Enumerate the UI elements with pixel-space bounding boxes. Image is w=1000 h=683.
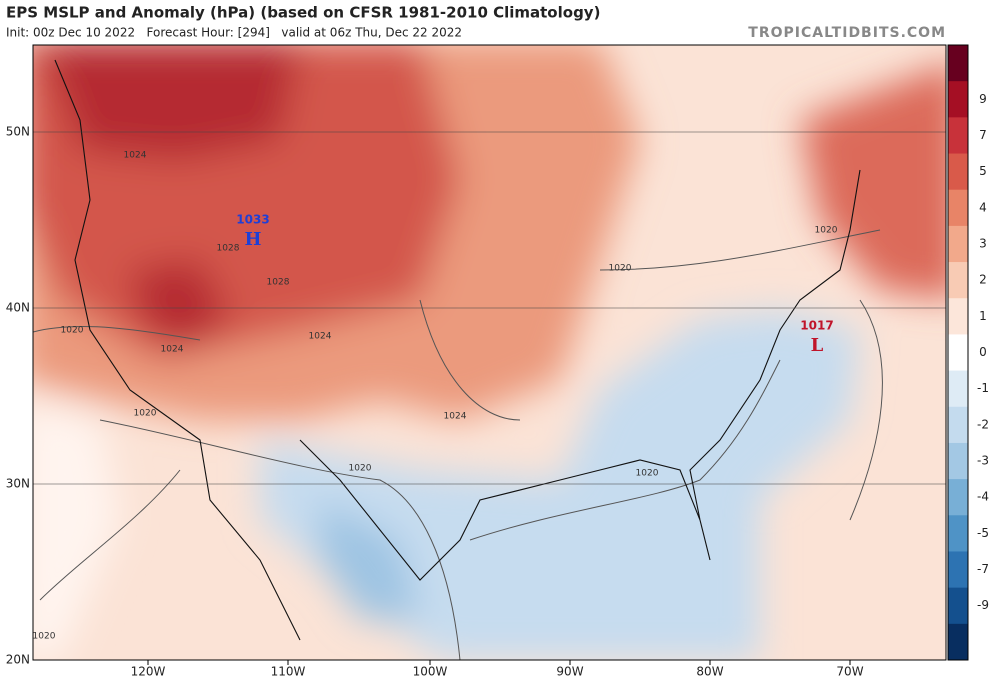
- colorbar-swatch: [948, 45, 968, 82]
- colorbar-label: -2: [977, 417, 989, 431]
- colorbar-swatch: [948, 153, 968, 191]
- lon-label: 90W: [556, 665, 583, 679]
- colorbar-swatch: [948, 442, 968, 480]
- contour-label: 1020: [636, 469, 659, 479]
- lon-label: 100W: [413, 665, 448, 679]
- contour-label: 1024: [124, 151, 147, 161]
- colorbar-swatch: [948, 225, 968, 263]
- map: [33, 45, 946, 660]
- colorbar-label: 4: [979, 200, 987, 214]
- contour-label: 1024: [444, 412, 467, 422]
- subtitle: Init: 00z Dec 10 2022 Forecast Hour: [29…: [6, 26, 462, 40]
- map-frame: [32, 44, 947, 661]
- colorbar-swatch: [948, 81, 968, 118]
- contour-label: 1020: [134, 409, 157, 419]
- contour-label: 1024: [161, 345, 184, 355]
- center-symbol: L: [811, 335, 824, 356]
- lat-label: 20N: [6, 653, 30, 667]
- colorbar-label: 1: [979, 309, 987, 323]
- colorbar-label: 3: [979, 236, 987, 250]
- colorbar-label: 7: [979, 128, 987, 142]
- colorbar-swatch: [948, 406, 968, 444]
- colorbar-label: 0: [979, 345, 987, 359]
- lon-label: 120W: [131, 665, 166, 679]
- center-symbol: H: [244, 229, 261, 250]
- lat-label: 30N: [6, 477, 30, 491]
- colorbar-swatch: [948, 479, 968, 516]
- colorbar-swatch: [948, 298, 968, 335]
- contour-label: 1020: [349, 464, 372, 474]
- colorbar-label: -5: [977, 526, 989, 540]
- contour-label: 1020: [33, 632, 56, 642]
- colorbar-label: 9: [979, 92, 987, 106]
- colorbar-label: -1: [977, 381, 989, 395]
- colorbar-swatch: [948, 515, 968, 552]
- colorbar: 9 7 5 4 3 2 1 0 -1 -2 -3 -4 -5 -7 -9: [947, 44, 989, 661]
- contour-label: 1020: [609, 264, 632, 274]
- colorbar-swatch: [948, 551, 968, 589]
- lon-label: 70W: [836, 665, 863, 679]
- colorbar-swatch: [948, 189, 968, 227]
- contour-label: 1028: [267, 278, 290, 288]
- colorbar-swatch: [948, 587, 968, 625]
- center-value: 1033: [236, 213, 269, 227]
- colorbar-swatch: [948, 370, 968, 408]
- contour-label: 1020: [815, 226, 838, 236]
- contour-label: 1024: [309, 332, 332, 342]
- colorbar-label: 2: [979, 273, 987, 287]
- colorbar-label: -4: [977, 490, 989, 504]
- colorbar-label: -3: [977, 454, 989, 468]
- credit: TROPICALTIDBITS.COM: [748, 25, 946, 41]
- lon-label: 110W: [271, 665, 306, 679]
- colorbar-label: -9: [977, 598, 989, 612]
- colorbar-label: 5: [979, 164, 987, 178]
- title: EPS MSLP and Anomaly (hPa) (based on CFS…: [6, 4, 600, 22]
- colorbar-swatch: [948, 117, 968, 155]
- colorbar-label: -7: [977, 562, 989, 576]
- colorbar-swatch: [948, 623, 968, 661]
- colorbar-frame: [947, 44, 969, 661]
- contour-label: 1020: [61, 326, 84, 336]
- lon-label: 80W: [696, 665, 723, 679]
- contour-label: 1028: [217, 244, 240, 254]
- lat-label: 40N: [6, 301, 30, 315]
- colorbar-swatch: [948, 334, 968, 372]
- lat-label: 50N: [6, 125, 30, 139]
- colorbar-swatch: [948, 262, 968, 299]
- center-value: 1017: [800, 319, 833, 333]
